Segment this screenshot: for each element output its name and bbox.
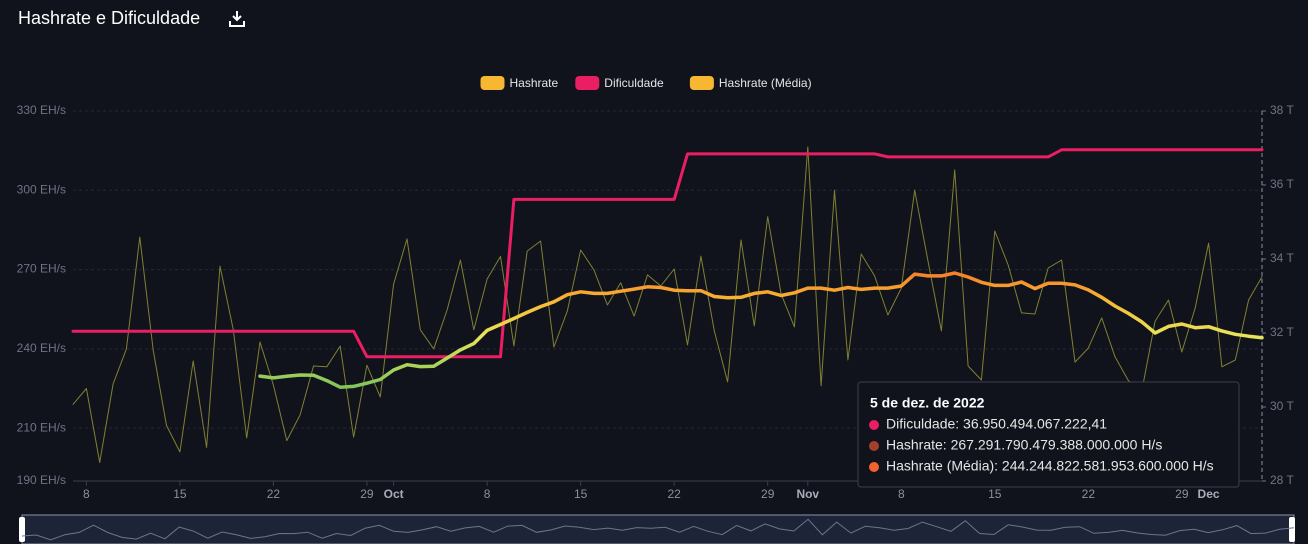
x-tick-label: 15 [988, 487, 1002, 501]
legend-swatch [575, 76, 600, 90]
x-tick-label: Nov [796, 487, 819, 501]
x-tick-label: 29 [1175, 487, 1189, 501]
data-zoom[interactable] [19, 514, 1295, 544]
tooltip-item: Hashrate: 267.291.790.479.388.000.000 H/… [886, 437, 1162, 453]
y2-tick-label: 28 T [1270, 473, 1294, 487]
x-tick-label: 8 [83, 487, 90, 501]
x-tick-label: 22 [1082, 487, 1096, 501]
tooltip: 5 de dez. de 2022 Dificuldade: 36.950.49… [857, 381, 1240, 488]
x-tick-label: 22 [668, 487, 682, 501]
tooltip-item: Hashrate (Média): 244.244.822.581.953.60… [886, 458, 1214, 474]
y-tick-label: 300 EH/s [17, 182, 66, 196]
x-tick-label: 8 [484, 487, 491, 501]
y2-tick-label: 36 T [1270, 177, 1294, 191]
zoom-handle[interactable] [19, 517, 25, 542]
x-tick-label: 29 [360, 487, 374, 501]
y2-tick-label: 38 T [1270, 103, 1294, 117]
download-icon[interactable] [229, 11, 245, 27]
series-line [258, 271, 1264, 389]
y-tick-label: 240 EH/s [17, 341, 66, 355]
tooltip-marker [869, 420, 879, 430]
legend-label: Hashrate (Média) [719, 76, 812, 90]
legend-swatch [480, 76, 505, 90]
y-tick-label: 270 EH/s [17, 262, 66, 276]
y-tick-label: 210 EH/s [17, 420, 66, 434]
series-line [71, 148, 1264, 359]
x-tick-label: Oct [384, 487, 404, 501]
tooltip-marker [869, 441, 879, 451]
tooltip-title: 5 de dez. de 2022 [870, 395, 985, 411]
chart-title: Hashrate e Dificuldade [18, 8, 200, 28]
tooltip-item: Dificuldade: 36.950.494.067.222,41 [886, 416, 1107, 432]
legend-label: Hashrate [510, 76, 559, 90]
x-tick-label: 15 [574, 487, 588, 501]
y2-tick-label: 32 T [1270, 325, 1294, 339]
y-tick-label: 190 EH/s [17, 473, 66, 487]
tooltip-box [857, 381, 1240, 488]
zoom-line [21, 518, 1295, 541]
legend-swatch [689, 76, 714, 90]
x-tick-label: 8 [898, 487, 905, 501]
zoom-handle[interactable] [1289, 517, 1295, 542]
x-tick-label: 29 [761, 487, 775, 501]
y-tick-label: 330 EH/s [17, 103, 66, 117]
x-tick-label: 15 [173, 487, 187, 501]
tooltip-marker [869, 462, 879, 472]
zoom-track [21, 514, 1295, 544]
legend-label: Dificuldade [604, 76, 664, 90]
x-tick-label: Dec [1198, 487, 1220, 501]
x-tick-label: 22 [267, 487, 281, 501]
y2-tick-label: 30 T [1270, 399, 1294, 413]
y2-tick-label: 34 T [1270, 251, 1294, 265]
